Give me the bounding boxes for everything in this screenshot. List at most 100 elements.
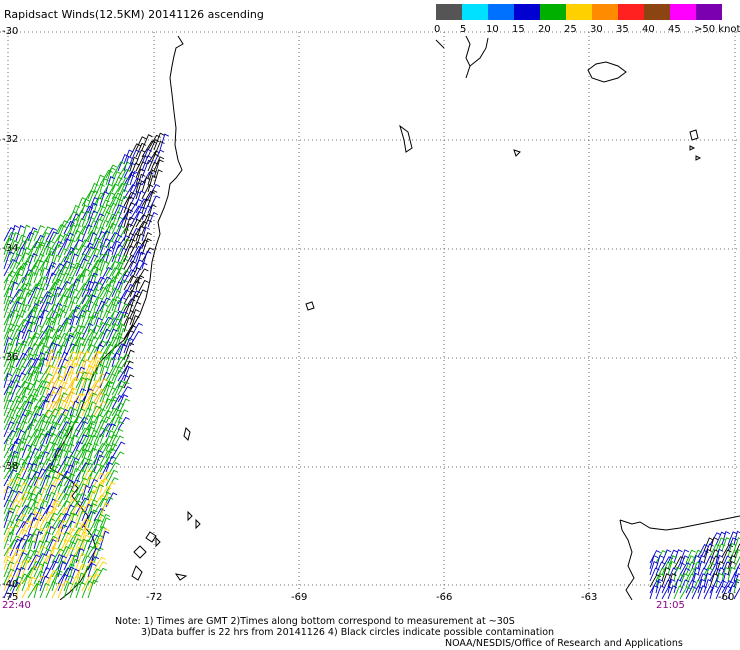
wind-barb <box>51 398 65 417</box>
wind-barb <box>703 548 713 564</box>
wind-barb <box>3 416 15 431</box>
wind-barb <box>649 584 659 600</box>
wind-barb <box>111 192 123 207</box>
wind-barb <box>99 416 111 431</box>
wind-barb <box>99 225 114 242</box>
wind-barb <box>63 290 75 305</box>
wind-barb <box>81 442 93 459</box>
wind-barb <box>75 377 87 396</box>
wind-barb <box>649 554 659 570</box>
wind-barb <box>33 341 45 361</box>
wind-barb <box>15 246 26 263</box>
wind-barb <box>9 357 20 375</box>
latitude-label: -34 <box>2 243 19 254</box>
wind-barb <box>15 420 28 438</box>
wind-barb <box>715 543 726 558</box>
wind-barb <box>87 294 97 312</box>
wind-barb <box>87 490 98 508</box>
wind-barb <box>93 205 106 221</box>
wind-barb <box>21 411 33 431</box>
wind-barb <box>81 371 93 389</box>
wind-barb <box>45 580 58 599</box>
wind-barb <box>15 283 28 298</box>
wind-barb <box>33 224 45 242</box>
wind-barb <box>661 549 672 564</box>
wind-barb <box>3 520 15 536</box>
legend-swatch <box>540 4 566 20</box>
wind-barb <box>33 296 45 312</box>
wind-barb <box>93 556 106 571</box>
wind-barb <box>33 545 47 564</box>
wind-barb <box>45 391 57 410</box>
wind-barb <box>129 322 143 340</box>
wind-barb <box>129 233 140 249</box>
wind-barb <box>87 556 100 571</box>
wind-barb <box>105 167 116 186</box>
wind-barb <box>715 531 726 546</box>
wind-barb <box>39 531 52 550</box>
wind-barb <box>111 441 126 459</box>
wind-barb <box>141 177 151 193</box>
wind-barb <box>9 379 20 396</box>
wind-barb <box>733 555 740 570</box>
wind-barb <box>87 562 97 578</box>
wind-barb <box>709 536 719 552</box>
wind-barb <box>87 442 99 459</box>
wind-barb <box>135 243 146 263</box>
wind-barb <box>33 506 46 522</box>
wind-barb <box>69 434 79 452</box>
wind-barb <box>15 395 28 410</box>
wind-barb <box>69 568 80 585</box>
wind-barb <box>15 477 26 494</box>
wind-barb <box>93 183 105 200</box>
wind-barb <box>135 168 145 186</box>
wind-barb <box>27 283 41 298</box>
wind-barb <box>27 405 41 424</box>
wind-barb <box>691 566 701 582</box>
wind-barb <box>57 449 68 466</box>
wind-barb <box>99 211 111 228</box>
longitude-label: -72 <box>146 592 163 603</box>
wind-barb <box>45 507 58 522</box>
wind-barb <box>33 476 44 494</box>
wind-barb <box>33 324 43 340</box>
wind-barb <box>111 369 124 389</box>
wind-barb <box>75 523 87 543</box>
wind-barb <box>51 334 62 354</box>
wind-barb <box>75 504 86 522</box>
legend-swatch <box>488 4 514 20</box>
wind-barb <box>105 380 115 396</box>
wind-barb <box>117 177 131 193</box>
wind-barb <box>105 232 120 249</box>
wind-barb <box>691 561 702 576</box>
wind-barb <box>63 581 74 599</box>
wind-barb <box>63 378 79 396</box>
wind-barb <box>111 271 123 291</box>
wind-barb <box>39 380 51 396</box>
wind-barb <box>721 585 732 600</box>
wind-barb <box>21 329 33 347</box>
wind-barb <box>123 173 136 193</box>
wind-barb <box>697 554 706 570</box>
wind-barb <box>39 328 54 347</box>
wind-barb <box>51 350 63 368</box>
legend-label: 10 <box>486 24 499 35</box>
wind-barb <box>135 136 147 151</box>
wind-barb <box>57 443 70 459</box>
wind-barb <box>81 280 94 298</box>
wind-barb <box>15 447 26 466</box>
wind-barb <box>135 155 149 172</box>
wind-barb <box>667 567 678 582</box>
wind-barb <box>57 272 70 291</box>
wind-barb <box>69 513 79 529</box>
wind-barb <box>21 435 33 452</box>
wind-barb <box>45 264 56 284</box>
wind-barb <box>147 175 157 193</box>
wind-barb <box>69 223 82 242</box>
wind-barb <box>9 337 20 354</box>
wind-barb <box>57 545 71 564</box>
wind-barb <box>3 313 14 333</box>
wind-barb <box>45 470 55 487</box>
footnotes: Note: 1) Times are GMT 2)Times along bot… <box>115 616 683 649</box>
wind-barb <box>75 538 88 557</box>
